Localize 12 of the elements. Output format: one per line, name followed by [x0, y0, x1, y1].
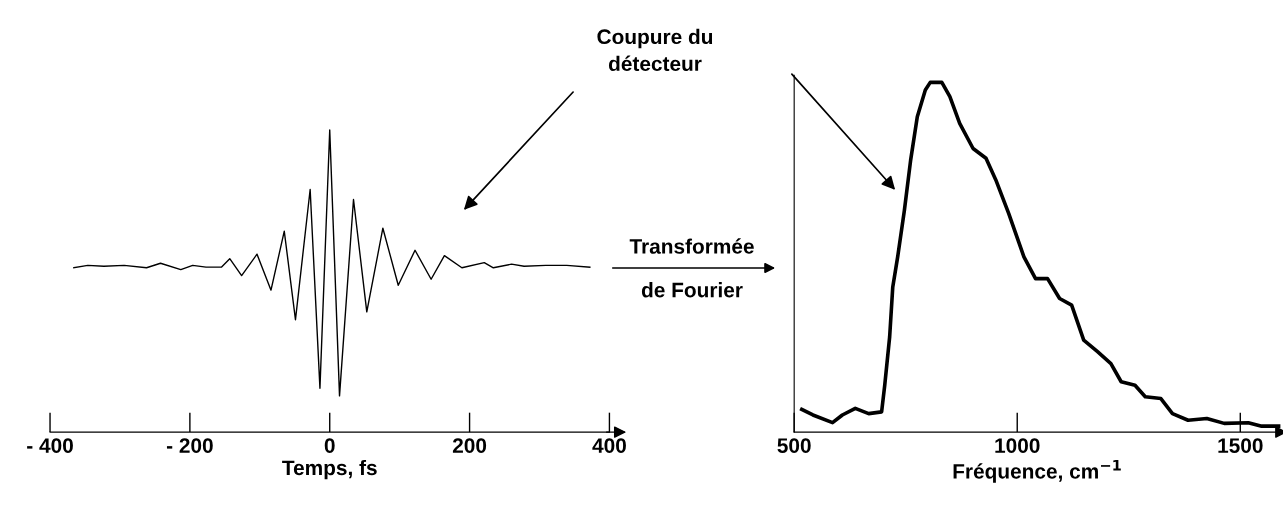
x-tick-label: 500 — [777, 438, 811, 453]
x-axis-title: Fréquence, cm$^{−1}$ — [953, 459, 1121, 483]
x-tick-label: - 400 — [27, 438, 73, 453]
text: Transformée de Fourier — [629, 238, 754, 298]
x-tick-label: - 200 — [166, 438, 213, 453]
x-tick-label: 400 — [592, 438, 626, 453]
text: Coupure du détecteur — [597, 28, 713, 72]
x-tick-label: 200 — [452, 438, 487, 453]
x-tick-label: 1000 — [995, 438, 1040, 453]
x-tick-label: 0 — [324, 438, 335, 453]
x-tick-label: 1500 — [1218, 438, 1263, 453]
x-axis-title: Temps, fs — [282, 459, 377, 480]
